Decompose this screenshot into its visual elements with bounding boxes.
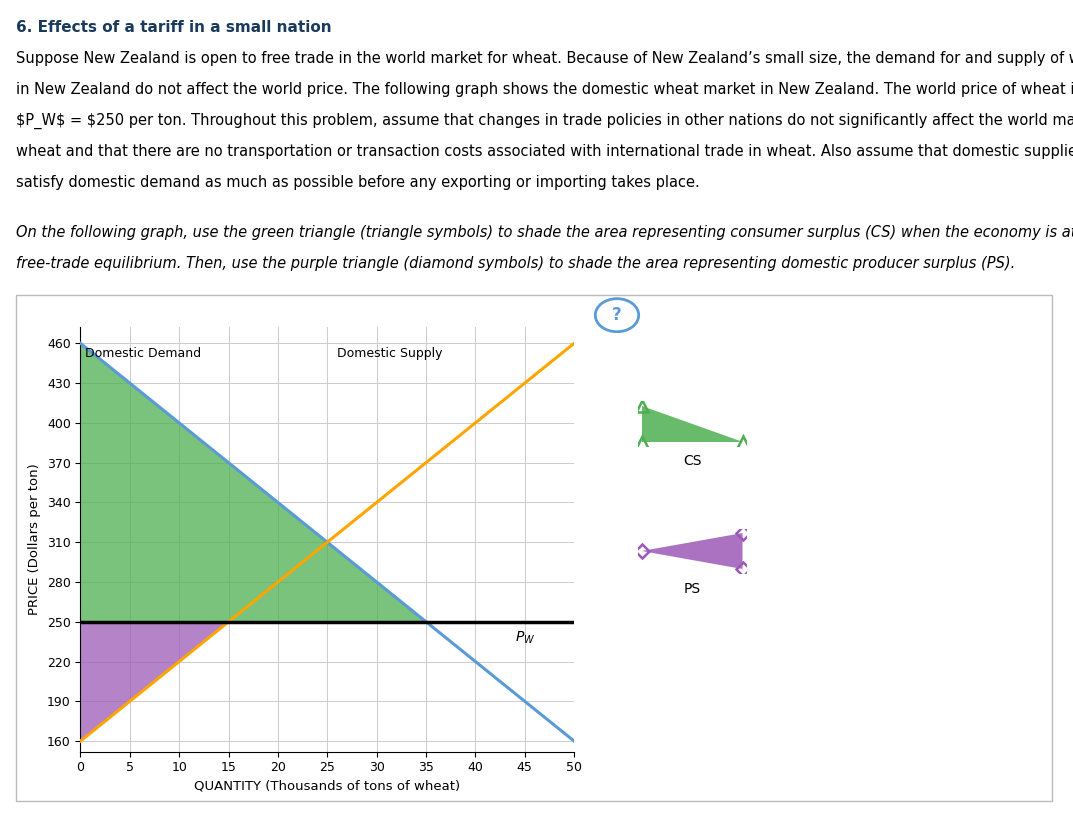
Polygon shape [80, 343, 426, 622]
Polygon shape [642, 533, 743, 569]
Text: On the following graph, use the green triangle (triangle symbols) to shade the a: On the following graph, use the green tr… [16, 225, 1073, 239]
X-axis label: QUANTITY (Thousands of tons of wheat): QUANTITY (Thousands of tons of wheat) [194, 780, 460, 793]
Text: Suppose New Zealand is open to free trade in the world market for wheat. Because: Suppose New Zealand is open to free trad… [16, 51, 1073, 65]
Text: in New Zealand do not affect the world price. The following graph shows the dome: in New Zealand do not affect the world p… [16, 82, 1073, 96]
Text: satisfy domestic demand as much as possible before any exporting or importing ta: satisfy domestic demand as much as possi… [16, 175, 700, 190]
Text: ?: ? [612, 306, 622, 324]
Text: PS: PS [684, 582, 701, 596]
Polygon shape [642, 406, 743, 442]
Text: CS: CS [682, 454, 702, 468]
Y-axis label: PRICE (Dollars per ton): PRICE (Dollars per ton) [28, 464, 42, 615]
Text: $P_W$: $P_W$ [515, 630, 535, 646]
Text: 6. Effects of a tariff in a small nation: 6. Effects of a tariff in a small nation [16, 20, 332, 35]
Text: wheat and that there are no transportation or transaction costs associated with : wheat and that there are no transportati… [16, 144, 1073, 158]
Text: Domestic Supply: Domestic Supply [337, 347, 443, 360]
Text: $P_W$ = $250 per ton. Throughout this problem, assume that changes in trade poli: $P_W$ = $250 per ton. Throughout this pr… [16, 113, 1073, 129]
Polygon shape [80, 622, 229, 741]
Text: free-trade equilibrium. Then, use the purple triangle (diamond symbols) to shade: free-trade equilibrium. Then, use the pu… [16, 256, 1015, 270]
Text: Domestic Demand: Domestic Demand [86, 347, 202, 360]
Circle shape [596, 299, 638, 332]
